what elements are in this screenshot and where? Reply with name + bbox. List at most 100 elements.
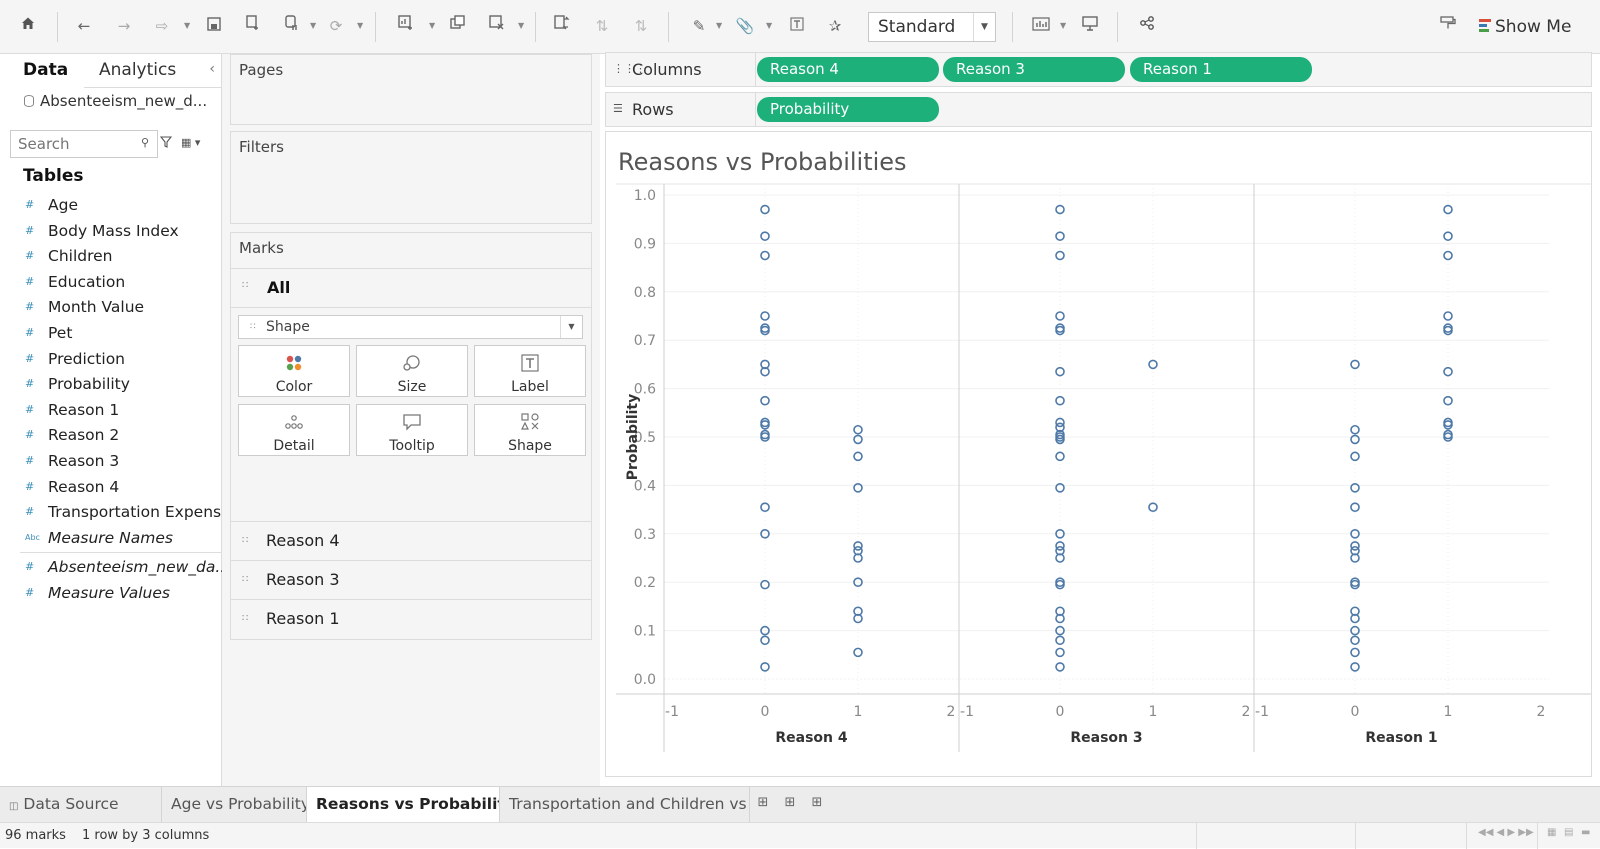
highlight-icon[interactable]: ✎ <box>692 17 706 35</box>
columns-shelf[interactable]: ⋮⋮⋮ Columns Reason 4 Reason 3 Reason 1 <box>605 52 1592 87</box>
group-dropdown-icon[interactable]: ▼ <box>766 21 773 30</box>
datasource-item[interactable]: Absenteeism_new_d... <box>24 92 207 110</box>
size-button[interactable]: Size <box>356 345 468 397</box>
undo-icon[interactable]: ← <box>77 17 91 35</box>
redo-icon[interactable]: → <box>117 17 131 35</box>
field-item[interactable]: # Measure Values <box>0 581 222 607</box>
refresh-dropdown-icon[interactable]: ▼ <box>357 21 364 30</box>
columns-pill-reason-4[interactable]: Reason 4 <box>757 57 939 82</box>
new-worksheet-dropdown-icon[interactable]: ▼ <box>429 21 436 30</box>
pause-dropdown-icon[interactable]: ▼ <box>310 21 317 30</box>
field-item[interactable]: # Pet <box>0 321 222 347</box>
clear-dropdown-icon[interactable]: ▼ <box>518 21 525 30</box>
shape-mark-icon: ∷ <box>250 322 256 332</box>
highlight-dropdown-icon[interactable]: ▼ <box>716 21 723 30</box>
pages-card[interactable]: Pages <box>230 54 592 125</box>
field-item[interactable]: # Prediction <box>0 347 222 373</box>
cards-icon[interactable] <box>1030 15 1052 37</box>
tab-transportation-and-children[interactable]: Transportation and Children vs ... <box>500 787 750 822</box>
new-datasource-icon[interactable] <box>242 15 264 37</box>
label-icon[interactable] <box>786 15 808 37</box>
mark-field-reason-4[interactable]: ∷ Reason 4 <box>231 521 591 560</box>
tabs-icon[interactable]: ▬ <box>1581 827 1591 838</box>
field-item[interactable]: # Reason 4 <box>0 475 222 501</box>
save-icon[interactable] <box>203 15 225 37</box>
field-item[interactable]: # Transportation Expense <box>0 500 231 526</box>
mark-field-reason-1[interactable]: ∷ Reason 1 <box>231 599 591 638</box>
share-icon[interactable] <box>1136 15 1158 37</box>
replay-icon[interactable]: ⇨ <box>155 17 169 35</box>
color-icon <box>239 354 349 376</box>
tab-reasons-vs-probabilities[interactable]: Reasons vs Probabilities <box>307 787 500 822</box>
label-button[interactable]: Label <box>474 345 586 397</box>
replay-dropdown-icon[interactable]: ▼ <box>184 21 191 30</box>
field-item[interactable]: Abc Measure Names <box>0 526 222 552</box>
sort-ascending-icon[interactable]: ⇅ <box>595 17 609 35</box>
number-type-icon: # <box>25 198 35 211</box>
new-worksheet-icon[interactable]: ⊞ <box>757 795 769 810</box>
data-point <box>1443 420 1453 430</box>
duplicate-icon[interactable] <box>447 15 469 37</box>
group-icon[interactable]: 📎 <box>735 17 755 35</box>
presentation-icon[interactable] <box>1079 15 1101 37</box>
swap-icon[interactable] <box>551 15 573 37</box>
shape-button[interactable]: Shape <box>474 404 586 456</box>
filmstrip-icon[interactable]: ▤ <box>1564 827 1574 838</box>
color-button[interactable]: Color <box>238 345 350 397</box>
data-point <box>1443 204 1453 215</box>
tab-data[interactable]: Data <box>23 60 69 80</box>
pin-icon[interactable]: ✰ <box>828 17 842 35</box>
show-me-button[interactable]: Show Me <box>1479 14 1571 40</box>
tab-age-vs-probability[interactable]: Age vs Probability <box>162 787 307 822</box>
rows-pill-probability[interactable]: Probability <box>757 97 939 122</box>
search-icon[interactable]: ⚲ <box>141 136 150 149</box>
search-input[interactable] <box>10 130 158 158</box>
tab-analytics[interactable]: Analytics <box>99 60 177 80</box>
sort-descending-icon[interactable]: ⇅ <box>634 17 648 35</box>
field-item[interactable]: # Absenteeism_new_da... <box>0 555 230 581</box>
mark-type-select[interactable]: ∷ Shape ▼ <box>238 315 583 339</box>
field-item[interactable]: # Children <box>0 244 222 270</box>
field-item[interactable]: # Education <box>0 270 222 296</box>
sheet-sorter-icon[interactable]: ▦ <box>1547 827 1557 838</box>
show-me-label: Show Me <box>1495 17 1572 37</box>
field-item[interactable]: # Reason 3 <box>0 449 222 475</box>
new-worksheet-icon[interactable] <box>395 15 417 37</box>
marks-all-tab[interactable]: ∷ All <box>231 268 591 308</box>
new-dashboard-icon[interactable]: ⊞ <box>784 795 796 810</box>
field-name: Reason 3 <box>48 451 120 470</box>
rows-shelf[interactable]: ☰ Rows Probability <box>605 92 1592 127</box>
field-item[interactable]: # Month Value <box>0 295 222 321</box>
y-tick-label: 0.5 <box>634 430 656 446</box>
fit-mode-select[interactable]: Standard ▼ <box>868 12 996 42</box>
field-item[interactable]: # Reason 2 <box>0 423 222 449</box>
status-divider <box>1537 823 1538 849</box>
field-item[interactable]: # Reason 1 <box>0 398 222 424</box>
cards-dropdown-icon[interactable]: ▼ <box>1060 21 1067 30</box>
field-item[interactable]: # Probability <box>0 372 222 398</box>
marks-all-icon: ∷ <box>242 280 249 291</box>
detail-button[interactable]: Detail <box>238 404 350 456</box>
field-item[interactable]: # Body Mass Index <box>0 219 222 245</box>
view-options-icon[interactable]: ▦ ▾ <box>181 136 201 149</box>
pause-icon[interactable] <box>280 15 302 37</box>
y-tick-label: 0.4 <box>634 478 656 494</box>
tooltip-brush-icon[interactable] <box>1437 15 1459 37</box>
field-item[interactable]: # Age <box>0 193 222 219</box>
clear-icon[interactable] <box>486 15 508 37</box>
mark-field-reason-3[interactable]: ∷ Reason 3 <box>231 560 591 599</box>
tooltip-button[interactable]: Tooltip <box>356 404 468 456</box>
shelf-divider <box>755 53 756 86</box>
columns-pill-reason-3[interactable]: Reason 3 <box>943 57 1125 82</box>
filter-icon[interactable] <box>159 136 173 151</box>
columns-pill-reason-1[interactable]: Reason 1 <box>1130 57 1312 82</box>
data-point <box>760 420 770 430</box>
new-story-icon[interactable]: ⊞ <box>811 795 823 810</box>
collapse-pane-icon[interactable]: ‹ <box>209 61 215 77</box>
refresh-icon[interactable]: ⟳ <box>329 17 343 35</box>
fit-mode-value: Standard <box>878 17 956 37</box>
sheet-navigation-icon[interactable]: ◀◀ ◀ ▶ ▶▶ <box>1478 827 1534 838</box>
tab-data-source[interactable]: ◫ Data Source <box>0 787 162 822</box>
filters-card[interactable]: Filters <box>230 131 592 224</box>
home-icon[interactable] <box>17 15 39 37</box>
